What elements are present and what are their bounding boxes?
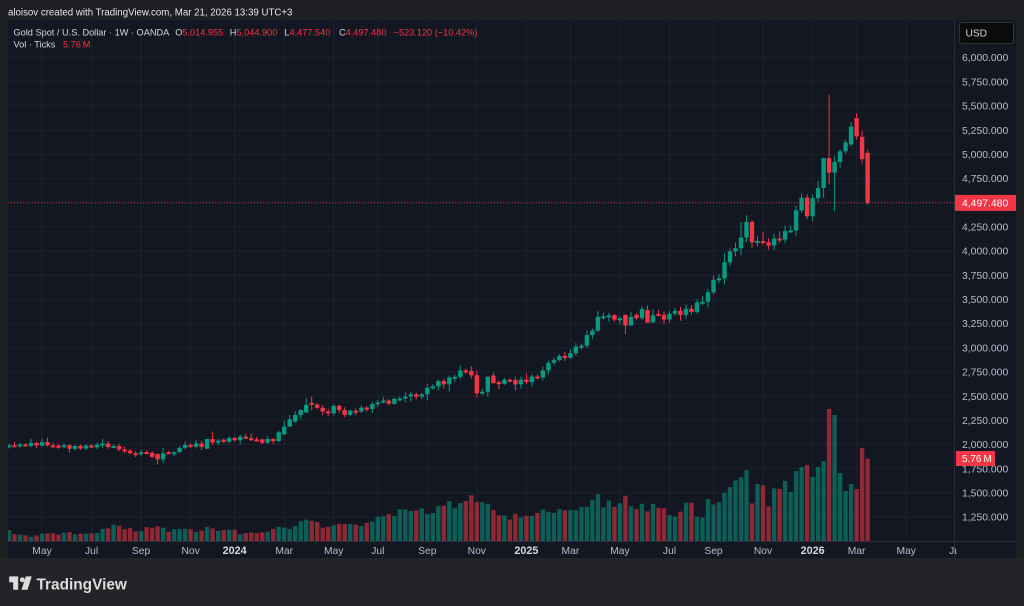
svg-text:Vol · Ticks: Vol · Ticks: [14, 39, 56, 49]
svg-text:2026: 2026: [801, 545, 825, 557]
svg-text:May: May: [324, 546, 344, 557]
svg-text:4,250.000: 4,250.000: [962, 223, 1008, 234]
svg-text:aloisov created with TradingVi: aloisov created with TradingView.com, Ma…: [8, 7, 292, 18]
svg-text:Sep: Sep: [704, 546, 723, 557]
svg-text:6,000.000: 6,000.000: [962, 53, 1008, 64]
svg-text:5,750.000: 5,750.000: [962, 77, 1008, 88]
svg-text:5,000.000: 5,000.000: [962, 150, 1008, 161]
svg-text:4,000.000: 4,000.000: [962, 247, 1008, 258]
svg-text:2024: 2024: [223, 545, 247, 557]
svg-text:3,000.000: 3,000.000: [962, 343, 1008, 354]
svg-text:Mar: Mar: [275, 546, 293, 557]
svg-text:3,250.000: 3,250.000: [962, 319, 1008, 330]
svg-text:O5,014.955: O5,014.955: [175, 28, 223, 38]
svg-text:Nov: Nov: [181, 546, 200, 557]
svg-text:Jul: Jul: [371, 546, 384, 557]
svg-text:Nov: Nov: [754, 546, 773, 557]
svg-text:C4,497.480: C4,497.480: [339, 28, 387, 38]
svg-text:Mar: Mar: [562, 546, 580, 557]
svg-text:4,497.480: 4,497.480: [962, 199, 1008, 210]
svg-text:2,750.000: 2,750.000: [962, 368, 1008, 379]
svg-text:Sep: Sep: [132, 546, 151, 557]
svg-text:2,500.000: 2,500.000: [962, 392, 1008, 403]
svg-text:2,250.000: 2,250.000: [962, 416, 1008, 427]
svg-text:5,500.000: 5,500.000: [962, 102, 1008, 113]
svg-text:1,250.000: 1,250.000: [962, 513, 1008, 524]
svg-text:4,750.000: 4,750.000: [962, 174, 1008, 185]
svg-text:5.76 M: 5.76 M: [962, 454, 992, 465]
svg-text:Sep: Sep: [418, 546, 437, 557]
svg-text:2,000.000: 2,000.000: [962, 440, 1008, 451]
svg-text:Nov: Nov: [468, 546, 487, 557]
svg-text:−523.120 (−10.42%): −523.120 (−10.42%): [394, 28, 478, 38]
svg-text:USD: USD: [966, 28, 988, 39]
svg-text:1,750.000: 1,750.000: [962, 464, 1008, 475]
svg-text:May: May: [32, 546, 52, 557]
svg-text:L4,477.540: L4,477.540: [284, 28, 330, 38]
svg-text:May: May: [896, 546, 916, 557]
svg-text:5,250.000: 5,250.000: [962, 126, 1008, 137]
svg-text:H5,044.900: H5,044.900: [230, 28, 278, 38]
svg-text:5.76 M: 5.76 M: [63, 39, 90, 49]
svg-text:1,500.000: 1,500.000: [962, 489, 1008, 500]
svg-text:TradingView: TradingView: [37, 577, 127, 594]
svg-text:Jul: Jul: [949, 546, 962, 557]
svg-text:3,500.000: 3,500.000: [962, 295, 1008, 306]
svg-text:May: May: [610, 546, 630, 557]
svg-text:3,750.000: 3,750.000: [962, 271, 1008, 282]
svg-text:2025: 2025: [514, 545, 538, 557]
svg-text:Jul: Jul: [85, 546, 98, 557]
svg-text:Jul: Jul: [663, 546, 676, 557]
svg-text:Mar: Mar: [848, 546, 866, 557]
svg-text:Gold Spot / U.S. Dollar · 1W ·: Gold Spot / U.S. Dollar · 1W · OANDA: [14, 28, 171, 38]
